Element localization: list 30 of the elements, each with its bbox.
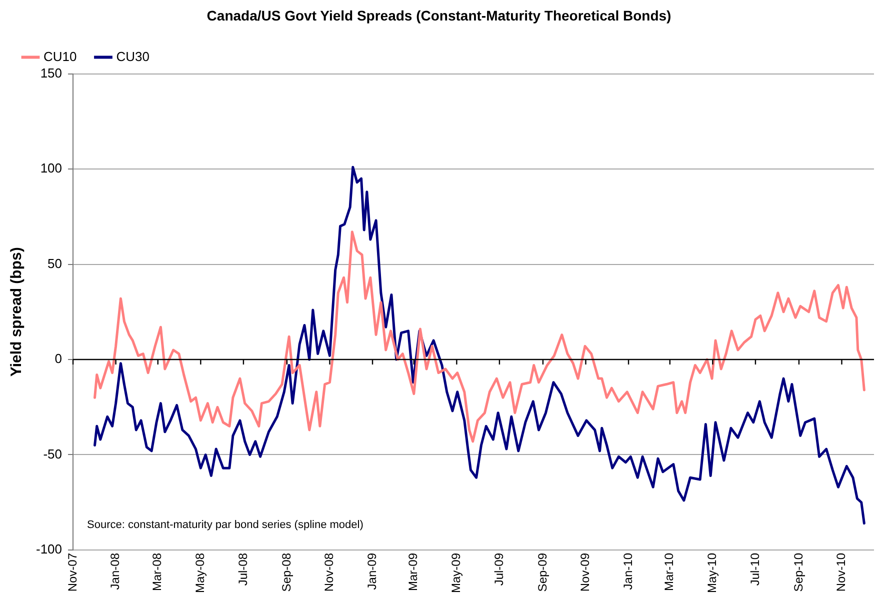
x-tick-label: Jan-09 bbox=[364, 552, 379, 590]
legend-label: CU30 bbox=[116, 48, 150, 64]
x-tick-label: Sep-08 bbox=[279, 552, 294, 592]
y-axis-title: Yield spread (bps) bbox=[8, 247, 26, 377]
x-tick-label: Jan-08 bbox=[108, 552, 122, 590]
x-tick-label: Nov-07 bbox=[65, 552, 80, 592]
x-tick-label: Jul-09 bbox=[492, 552, 506, 586]
x-tick-label: Nov-09 bbox=[578, 552, 592, 592]
x-tick-label: May-09 bbox=[448, 552, 463, 593]
x-tick-label: Sep-09 bbox=[535, 552, 550, 592]
y-tick-label: 100 bbox=[40, 160, 62, 176]
x-tick-label: Mar-08 bbox=[150, 552, 164, 591]
x-tick-label: Mar-09 bbox=[406, 552, 420, 591]
x-tick-label: Jul-08 bbox=[236, 552, 250, 586]
annotation: Source: constant-maturity par bond series (spline model) bbox=[87, 518, 364, 531]
x-tick-label: Nov-08 bbox=[322, 552, 336, 592]
y-tick-label: 0 bbox=[54, 351, 62, 366]
y-tick-label: -100 bbox=[36, 542, 62, 557]
x-tick-label: May-10 bbox=[704, 552, 719, 593]
chart-title: Canada/US Govt Yield Spreads (Constant-Maturity Theoretical Bonds) bbox=[206, 7, 672, 24]
x-tick-label: Jan-10 bbox=[620, 552, 635, 590]
x-tick-label: Mar-10 bbox=[662, 552, 676, 591]
legend-label: CU10 bbox=[44, 48, 77, 64]
x-tick-label: Sep-10 bbox=[791, 552, 806, 592]
x-tick-label: Jul-10 bbox=[748, 552, 762, 586]
y-tick-label: 150 bbox=[40, 65, 62, 80]
y-tick-label: -50 bbox=[43, 446, 62, 462]
x-tick-label: May-08 bbox=[192, 552, 207, 593]
y-tick-label: 50 bbox=[48, 256, 62, 271]
x-tick-label: Nov-10 bbox=[834, 552, 848, 592]
